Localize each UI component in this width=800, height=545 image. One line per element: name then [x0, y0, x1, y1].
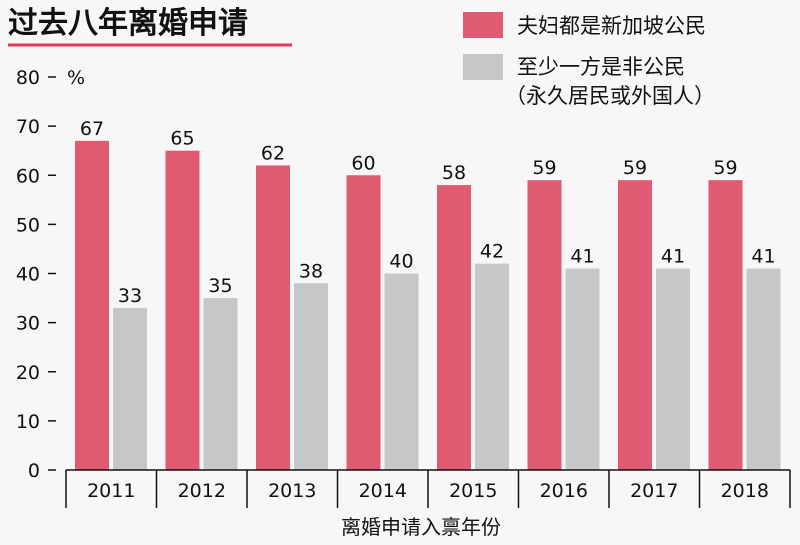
y-axis-unit: % — [67, 67, 85, 89]
data-label: 41 — [570, 246, 594, 268]
data-label: 65 — [170, 128, 194, 150]
data-label: 67 — [80, 118, 104, 140]
data-label: 59 — [713, 157, 737, 179]
bar-citizens — [346, 175, 381, 470]
y-tick-label: 20 — [16, 362, 40, 384]
bar-citizens — [708, 180, 743, 470]
x-tick-label: 2017 — [630, 480, 678, 502]
y-tick-label: 30 — [16, 313, 40, 335]
bar-noncitizen — [294, 283, 328, 470]
y-tick-label: 60 — [16, 165, 40, 187]
x-axis-label: 离婚申请入禀年份 — [341, 515, 501, 539]
data-label: 59 — [532, 157, 556, 179]
x-tick-label: 2018 — [721, 480, 769, 502]
bar-citizens — [527, 180, 562, 470]
data-label: 60 — [351, 152, 375, 174]
x-tick-label: 2011 — [87, 480, 135, 502]
bar-noncitizen — [746, 268, 781, 470]
legend-label-noncitizen: 至少一方是非公民 — [517, 55, 685, 79]
data-label: 38 — [299, 260, 323, 282]
y-tick-label: 70 — [16, 116, 40, 138]
bars — [75, 140, 781, 471]
value-labels: 67 33 65 35 62 38 60 40 58 42 59 41 59 41 59 41 — [80, 118, 776, 307]
y-tick-label: 50 — [16, 214, 40, 236]
data-label: 41 — [751, 246, 775, 268]
legend: 夫妇都是新加坡公民 至少一方是非公民 （永久居民或外国人） — [463, 12, 715, 108]
bar-noncitizen — [656, 268, 690, 470]
data-label: 41 — [661, 246, 685, 268]
bar-citizens — [618, 180, 652, 470]
x-axis: 2011 2012 2013 2014 2015 2016 2017 2018 — [65, 469, 791, 508]
bar-citizens — [256, 165, 290, 471]
y-tick-label: 0 — [28, 460, 40, 482]
legend-swatch-citizens — [463, 12, 503, 38]
bar-noncitizen — [475, 263, 509, 470]
data-label: 35 — [208, 275, 232, 297]
legend-label-noncitizen-note: （永久居民或外国人） — [505, 84, 715, 108]
bar-noncitizen — [203, 298, 238, 470]
y-axis: 0 10 20 30 40 50 60 70 80 — [16, 67, 56, 482]
legend-label-citizens: 夫妇都是新加坡公民 — [517, 14, 706, 38]
bar-citizens — [75, 140, 109, 471]
bar-citizens — [437, 185, 471, 470]
data-label: 58 — [442, 162, 466, 184]
data-label: 42 — [480, 241, 504, 263]
bar-noncitizen — [113, 307, 147, 470]
y-tick-label: 10 — [16, 411, 40, 433]
x-tick-label: 2012 — [178, 480, 226, 502]
data-label: 62 — [261, 142, 285, 164]
legend-swatch-noncitizen — [463, 54, 503, 80]
x-tick-label: 2013 — [268, 480, 316, 502]
bar-citizens — [165, 150, 200, 470]
bar-noncitizen — [565, 268, 600, 470]
bar-noncitizen — [384, 273, 419, 470]
x-tick-label: 2016 — [540, 480, 588, 502]
x-tick-label: 2015 — [449, 480, 497, 502]
y-tick-label: 80 — [16, 67, 40, 89]
x-tick-label: 2014 — [359, 480, 407, 502]
y-tick-label: 40 — [16, 264, 40, 286]
data-label: 59 — [623, 157, 647, 179]
data-label: 40 — [389, 251, 413, 273]
chart-title: 过去八年离婚申请 — [8, 6, 248, 41]
data-label: 33 — [118, 285, 142, 307]
